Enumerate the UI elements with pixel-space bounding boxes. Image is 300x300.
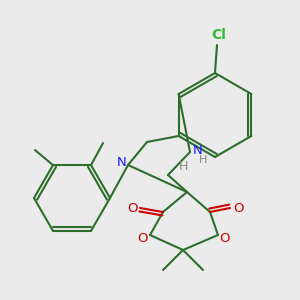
Text: O: O xyxy=(127,202,137,214)
Text: O: O xyxy=(138,232,148,244)
Text: N: N xyxy=(193,143,203,157)
Text: N: N xyxy=(117,157,127,169)
Text: O: O xyxy=(233,202,243,214)
Text: O: O xyxy=(220,232,230,244)
Text: H: H xyxy=(199,155,207,165)
Text: Cl: Cl xyxy=(212,28,226,42)
Text: H: H xyxy=(178,160,188,173)
